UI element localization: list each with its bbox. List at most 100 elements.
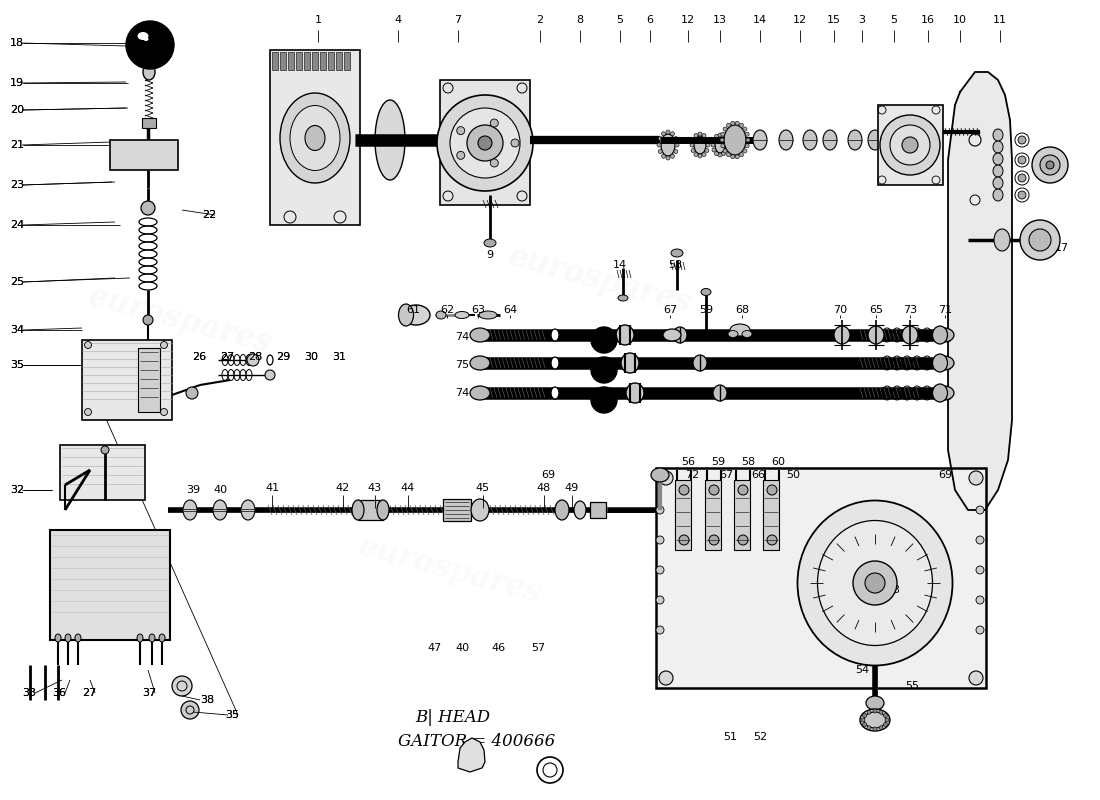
Text: 20: 20 [10, 105, 24, 115]
Ellipse shape [183, 500, 197, 520]
Ellipse shape [902, 326, 918, 344]
Circle shape [976, 596, 984, 604]
Text: 36: 36 [52, 688, 66, 698]
Circle shape [85, 342, 91, 349]
Text: 26: 26 [192, 352, 206, 362]
Circle shape [767, 535, 777, 545]
Bar [296, 52, 303, 70]
Ellipse shape [671, 249, 683, 257]
Circle shape [1046, 161, 1054, 169]
Text: 20: 20 [10, 105, 24, 115]
Circle shape [724, 138, 728, 142]
Circle shape [715, 134, 718, 138]
Text: 4: 4 [395, 15, 402, 25]
Text: 74: 74 [455, 332, 469, 342]
Text: 35: 35 [226, 710, 239, 720]
Ellipse shape [693, 355, 707, 371]
Circle shape [722, 134, 726, 138]
Circle shape [976, 626, 984, 634]
Ellipse shape [470, 328, 490, 342]
Text: 37: 37 [142, 688, 156, 698]
Circle shape [85, 409, 91, 415]
Circle shape [141, 201, 155, 215]
Ellipse shape [823, 130, 837, 150]
Circle shape [675, 143, 679, 147]
Circle shape [767, 485, 777, 495]
Circle shape [718, 133, 722, 137]
Text: 23: 23 [10, 180, 24, 190]
Text: 44: 44 [400, 483, 415, 493]
Circle shape [694, 153, 698, 157]
Text: 73: 73 [903, 305, 917, 315]
Bar [142, 118, 156, 128]
Circle shape [735, 122, 739, 126]
Circle shape [691, 149, 695, 153]
Text: 59: 59 [698, 305, 713, 315]
Text: 27: 27 [82, 688, 97, 698]
Bar [336, 52, 342, 70]
Ellipse shape [402, 305, 430, 325]
Bar [763, 480, 779, 550]
Bar [138, 348, 160, 412]
Circle shape [723, 149, 727, 153]
Text: 56: 56 [681, 457, 695, 467]
Bar [82, 340, 172, 420]
Circle shape [873, 727, 877, 731]
Text: 18: 18 [10, 38, 24, 48]
Circle shape [724, 148, 728, 152]
Circle shape [698, 154, 702, 158]
Ellipse shape [352, 500, 364, 520]
Ellipse shape [798, 501, 953, 666]
Circle shape [666, 156, 670, 160]
Circle shape [886, 718, 889, 722]
Circle shape [883, 714, 888, 718]
Ellipse shape [574, 501, 586, 519]
Ellipse shape [715, 137, 725, 153]
Text: 49: 49 [565, 483, 579, 493]
Text: 30: 30 [304, 352, 318, 362]
Ellipse shape [651, 468, 669, 482]
Polygon shape [948, 72, 1012, 510]
Text: 57: 57 [531, 643, 546, 653]
Text: 22: 22 [202, 210, 217, 220]
Ellipse shape [618, 295, 628, 301]
Bar [656, 468, 986, 688]
Circle shape [862, 722, 867, 726]
Circle shape [437, 95, 534, 191]
Circle shape [865, 573, 886, 593]
Text: 6: 6 [647, 15, 653, 25]
Circle shape [976, 506, 984, 514]
Ellipse shape [65, 634, 72, 642]
Circle shape [657, 143, 661, 147]
Ellipse shape [848, 130, 862, 150]
Text: 52: 52 [752, 732, 767, 742]
Ellipse shape [478, 311, 497, 319]
Circle shape [712, 138, 716, 142]
Text: 12: 12 [681, 15, 695, 25]
Text: 53: 53 [886, 585, 900, 595]
Circle shape [969, 671, 983, 685]
Circle shape [720, 132, 725, 136]
Ellipse shape [626, 383, 644, 403]
Circle shape [730, 154, 735, 158]
Circle shape [969, 471, 983, 485]
Ellipse shape [933, 354, 947, 372]
Text: 55: 55 [905, 681, 918, 691]
Ellipse shape [551, 357, 559, 369]
Circle shape [661, 154, 666, 158]
Circle shape [478, 136, 492, 150]
Bar [328, 52, 334, 70]
Ellipse shape [730, 324, 750, 336]
Ellipse shape [994, 229, 1010, 251]
Ellipse shape [834, 326, 850, 344]
Ellipse shape [241, 500, 255, 520]
Text: 63: 63 [471, 305, 485, 315]
Circle shape [691, 138, 695, 142]
Circle shape [710, 535, 719, 545]
Text: 28: 28 [248, 352, 262, 362]
Text: 29: 29 [276, 352, 290, 362]
Circle shape [591, 387, 617, 413]
Text: 19: 19 [10, 78, 24, 88]
Ellipse shape [742, 330, 752, 338]
Text: 34: 34 [10, 325, 24, 335]
